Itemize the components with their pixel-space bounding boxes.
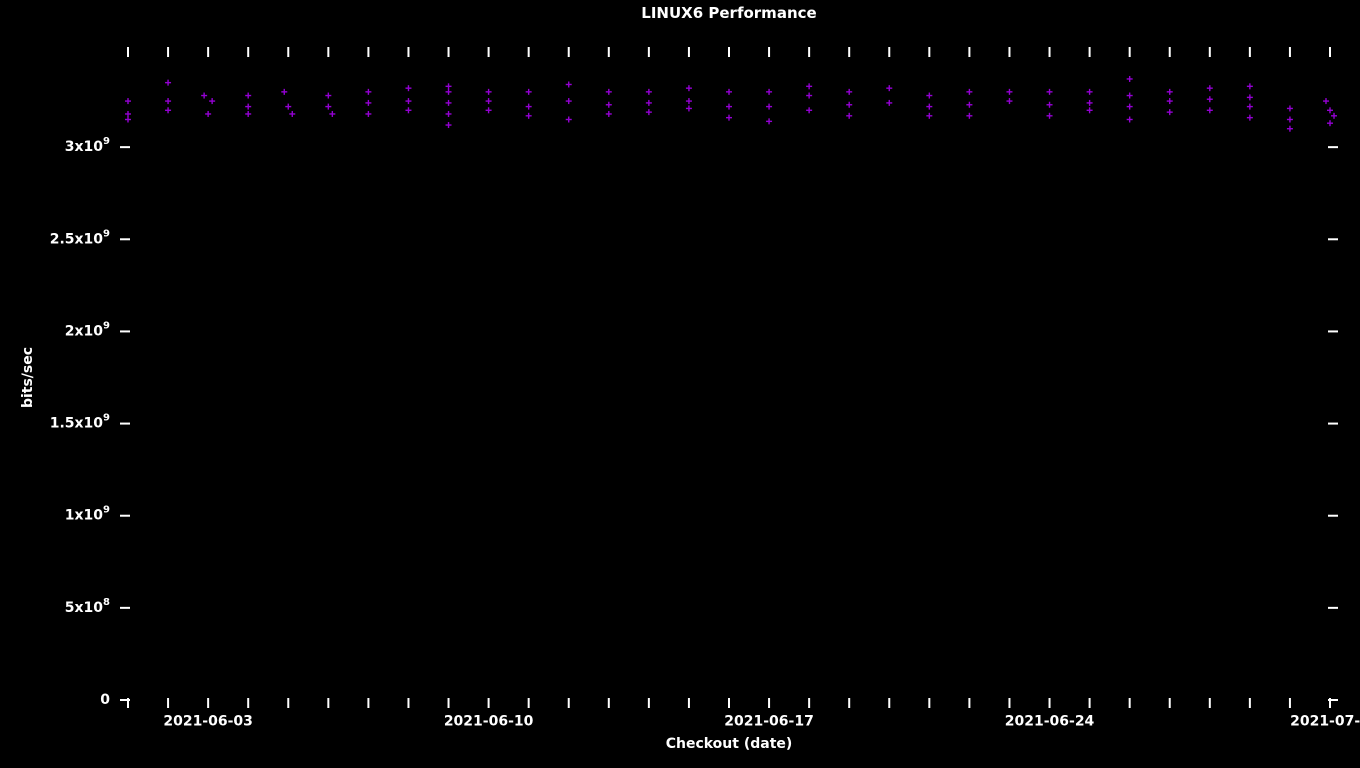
y-tick-label: 1.5x109: [50, 413, 110, 432]
y-tick-label: 3x109: [65, 136, 110, 155]
data-series: [125, 76, 1337, 132]
y-axis-label: bits/sec: [20, 347, 36, 408]
y-tick-label: 2.5x109: [50, 228, 110, 247]
y-tick-label: 0: [100, 692, 110, 708]
y-tick-label: 1x109: [65, 505, 110, 524]
x-axis-label: Checkout (date): [666, 736, 793, 752]
y-tick-label: 2x109: [65, 320, 110, 339]
x-tick-label: 2021-06-24: [1005, 714, 1095, 730]
performance-chart: LINUX6 Performance 0 5x108 1x109 1.5x109 2x10…: [0, 0, 1360, 768]
x-tick-label: 2021-06-03: [163, 714, 253, 730]
x-tick-label: 2021-07-0: [1290, 714, 1360, 730]
x-tick-label: 2021-06-17: [724, 714, 814, 730]
x-tick-label: 2021-06-10: [444, 714, 534, 730]
chart-svg: LINUX6 Performance 0 5x108 1x109 1.5x109 2x10…: [0, 0, 1360, 768]
y-tick-label: 5x108: [65, 597, 110, 616]
chart-title: LINUX6 Performance: [641, 4, 816, 22]
